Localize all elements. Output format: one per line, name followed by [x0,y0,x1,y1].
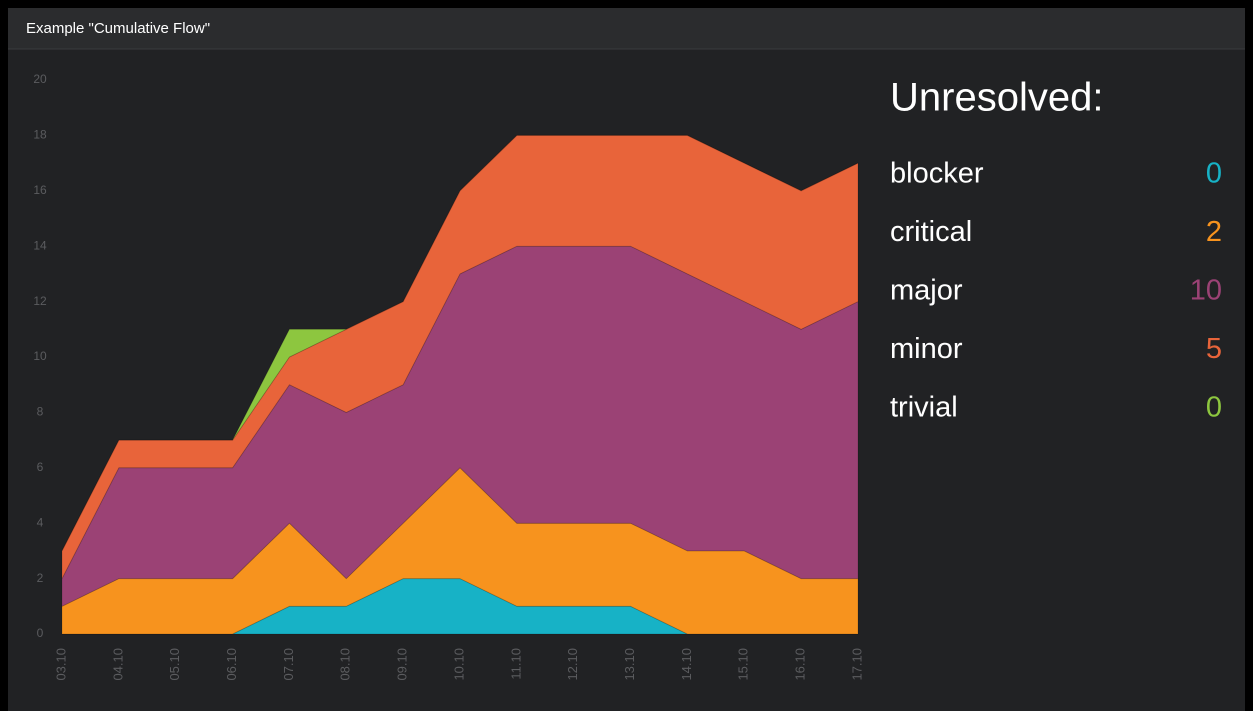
y-tick-label: 8 [37,405,44,419]
summary-value: 5 [1206,333,1222,365]
x-tick-label: 14.10 [679,648,694,681]
y-tick-label: 14 [33,238,47,252]
summary-value: 0 [1206,392,1222,424]
x-tick-label: 03.10 [53,648,68,681]
x-tick-label: 07.10 [281,648,296,681]
x-tick-label: 05.10 [167,648,182,681]
y-tick-label: 16 [33,183,47,197]
area-major [61,245,859,608]
summary-name: minor [890,333,963,365]
y-tick-label: 4 [37,515,44,529]
x-tick-label: 08.10 [338,648,353,681]
x-tick-label: 17.10 [849,648,864,681]
area-minor [61,134,859,579]
x-tick-label: 04.10 [110,648,125,681]
summary-name: trivial [890,392,958,424]
widget-header [8,8,1245,49]
x-tick-label: 13.10 [622,648,637,681]
x-tick-label: 10.10 [451,648,466,681]
x-tick-label: 12.10 [565,648,580,681]
y-tick-label: 6 [37,460,44,474]
area-critical [61,467,859,635]
y-tick-label: 20 [33,72,47,86]
summary-name: major [890,275,963,307]
x-tick-label: 16.10 [793,648,808,681]
summary-value: 10 [1190,275,1222,307]
summary-title: Unresolved: [890,76,1103,120]
x-tick-label: 11.10 [508,648,523,680]
summary-name: blocker [890,158,984,190]
y-tick-label: 18 [33,128,47,142]
x-tick-label: 09.10 [395,648,410,681]
y-tick-label: 0 [37,626,44,640]
summary-value: 0 [1206,158,1222,190]
summary-name: critical [890,216,972,248]
y-tick-label: 12 [33,294,47,308]
widget-title: Example "Cumulative Flow" [26,20,210,37]
area-trivial [61,134,859,552]
summary-value: 2 [1206,216,1222,248]
y-tick-label: 10 [33,349,47,363]
y-tick-label: 2 [37,571,44,585]
x-tick-label: 06.10 [224,648,239,681]
x-tick-label: 15.10 [736,648,751,681]
